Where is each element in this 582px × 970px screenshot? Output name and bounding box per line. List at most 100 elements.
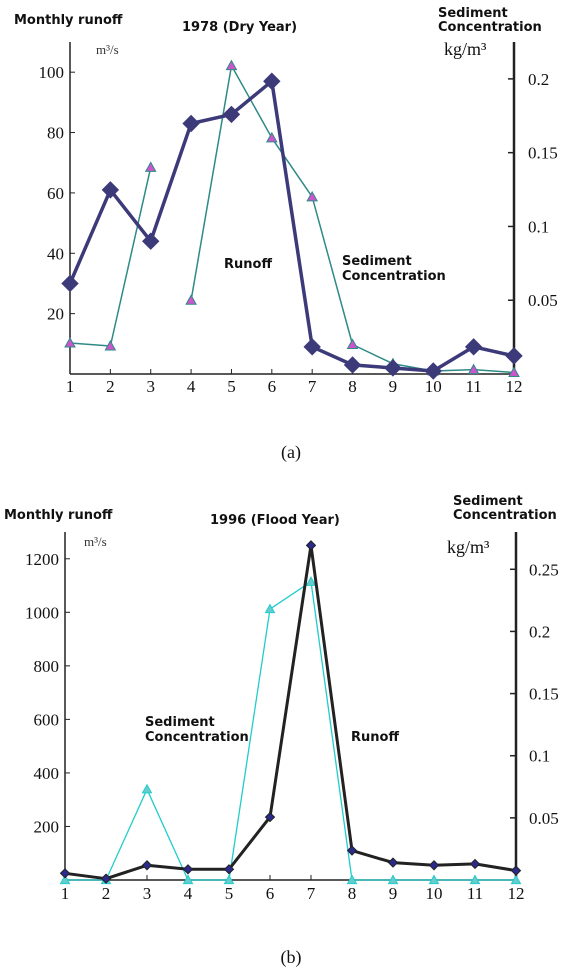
chart-a-left-tick-label: 80 — [47, 124, 64, 143]
chart-a-x-tick-label: 3 — [146, 377, 155, 396]
chart-b-runoff-point — [141, 860, 153, 871]
chart-b-y2label-line2: Concentration — [453, 508, 557, 523]
chart-a-sediment-point — [508, 366, 520, 378]
chart-a-x-tick-label: 2 — [106, 377, 115, 396]
chart-a-annotation-runoff: Runoff — [224, 257, 272, 272]
chart-b-sediment-point — [346, 874, 358, 885]
subcaption-b: (b) — [281, 947, 302, 968]
chart-b-sediment-line — [65, 581, 516, 881]
chart-a-ylabel: Monthly runoff — [14, 13, 123, 28]
chart-b-sediment-point — [223, 874, 235, 885]
chart-a-left-tick-label: 60 — [47, 184, 64, 203]
chart-a-runoff-point — [61, 274, 79, 293]
chart-b-ylabel: Monthly runoff — [4, 508, 113, 523]
chart-b-sediment-point — [264, 603, 276, 614]
chart-a-x-tick-label: 10 — [425, 377, 442, 396]
chart-b-yunit: m³/s — [84, 534, 107, 549]
chart-a-runoff-point — [505, 347, 523, 365]
chart-a-sediment-point — [64, 336, 76, 348]
chart-b-y2label-line1: Sediment — [453, 494, 523, 509]
chart-a: Monthly runoff m³/s 1978 (Dry Year) Sedi… — [14, 6, 558, 396]
chart-a-y2label-line1: Sediment — [438, 6, 508, 21]
chart-b-right-tick-label: 0.1 — [529, 747, 550, 766]
chart-b-y2unit: kg/m³ — [447, 537, 490, 557]
chart-a-runoff-point — [424, 362, 442, 380]
chart-a-runoff-point — [222, 105, 241, 124]
chart-a-left-ticks: 20 40 60 80 100 — [39, 63, 75, 324]
chart-a-x-tick-label: 1 — [66, 377, 75, 396]
chart-b-left-tick-label: 600 — [34, 710, 60, 729]
chart-a-left-tick-label: 20 — [47, 305, 64, 324]
chart-a-sediment-point — [185, 294, 197, 305]
chart-b-annotation-runoff: Runoff — [351, 730, 399, 745]
chart-b-left-tick-label: 1200 — [25, 550, 59, 569]
chart-a-runoff-point — [142, 232, 160, 250]
chart-b-right-tick-label: 0.25 — [529, 560, 559, 579]
chart-b-right-tick-label: 0.05 — [529, 809, 559, 828]
chart-a-series — [61, 59, 523, 380]
chart-b-series — [59, 540, 522, 885]
chart-b-runoff-point — [59, 868, 71, 879]
chart-b-sediment-point — [469, 874, 481, 885]
chart-b-runoff-point — [428, 860, 440, 871]
chart-b-runoff-point — [305, 540, 317, 551]
chart-a-runoff-point — [182, 114, 200, 133]
chart-b-runoff-line — [64, 543, 517, 881]
chart-a-x-tick-label: 11 — [465, 377, 481, 396]
chart-a-y2label-line2: Concentration — [438, 20, 542, 35]
chart-a-x-tick-label: 7 — [308, 377, 317, 396]
chart-a-annotation-sediment-line1: Sediment — [342, 254, 412, 269]
chart-a-right-ticks: 0.05 0.1 0.15 0.2 — [508, 70, 558, 310]
chart-b-sediment-point — [387, 874, 399, 885]
chart-b-right-tick-label: 0.2 — [529, 622, 550, 641]
chart-b-runoff-point — [182, 864, 194, 875]
chart-b-x-tick-label: 3 — [143, 884, 152, 903]
chart-b-x-tick-label: 7 — [307, 884, 316, 903]
chart-b-left-ticks: 200 400 600 800 1000 1200 — [25, 550, 70, 836]
chart-b-runoff-point — [223, 864, 235, 875]
chart-b-x-tick-label: 9 — [389, 884, 398, 903]
chart-b-x-tick-label: 11 — [467, 884, 483, 903]
chart-b-x-tick-label: 12 — [508, 884, 525, 903]
chart-b-sediment-point — [428, 874, 440, 885]
chart-a-title: 1978 (Dry Year) — [182, 20, 297, 35]
chart-a-x-tick-label: 9 — [389, 377, 398, 396]
chart-a-sediment-point — [104, 339, 117, 351]
chart-a-runoff-point — [384, 359, 402, 377]
chart-a-runoff-point — [263, 72, 281, 90]
chart-b-left-tick-label: 200 — [34, 817, 60, 836]
chart-a-right-tick-label: 0.2 — [528, 70, 549, 89]
chart-a-sediment-line — [190, 64, 515, 374]
chart-b-x-tick-label: 10 — [426, 884, 443, 903]
chart-b-left-tick-label: 400 — [34, 764, 60, 783]
chart-b-runoff-point — [510, 865, 522, 876]
chart-a-left-tick-label: 100 — [39, 63, 65, 82]
chart-a-annotation-sediment-line2: Concentration — [342, 269, 446, 284]
chart-b-sediment-point — [59, 874, 71, 885]
chart-b-x-tick-label: 4 — [184, 884, 193, 903]
chart-a-x-tick-label: 4 — [187, 377, 196, 396]
chart-a-sediment-point — [265, 131, 278, 143]
chart-b-x-tick-label: 1 — [61, 884, 70, 903]
chart-a-x-tick-label: 5 — [227, 377, 236, 396]
chart-a-x-tick-label: 12 — [506, 377, 523, 396]
chart-a-left-tick-label: 40 — [47, 244, 64, 263]
chart-b-runoff-point — [387, 857, 399, 868]
chart-a-x-tick-label: 6 — [268, 377, 277, 396]
chart-b-sediment-point — [305, 576, 317, 586]
chart-b-x-tick-label: 6 — [266, 884, 275, 903]
chart-a-runoff-point — [464, 338, 483, 356]
chart-b-runoff-point — [469, 858, 481, 870]
chart-a-sediment-point — [346, 338, 359, 349]
chart-a-right-tick-label: 0.05 — [528, 291, 558, 310]
chart-b-x-ticks: 1 2 3 4 5 6 7 8 9 10 11 12 — [61, 875, 525, 903]
chart-a-runoff-point — [343, 356, 362, 374]
chart-a-right-tick-label: 0.15 — [528, 144, 558, 163]
chart-b-right-ticks: 0.05 0.1 0.15 0.2 0.25 — [510, 560, 559, 828]
chart-a-sediment-point — [144, 161, 157, 172]
chart-a-x-tick-label: 8 — [348, 377, 357, 396]
chart-a-runoff-point — [303, 338, 321, 356]
chart-b-runoff-point — [264, 811, 276, 823]
chart-a-runoff-point — [101, 181, 120, 199]
